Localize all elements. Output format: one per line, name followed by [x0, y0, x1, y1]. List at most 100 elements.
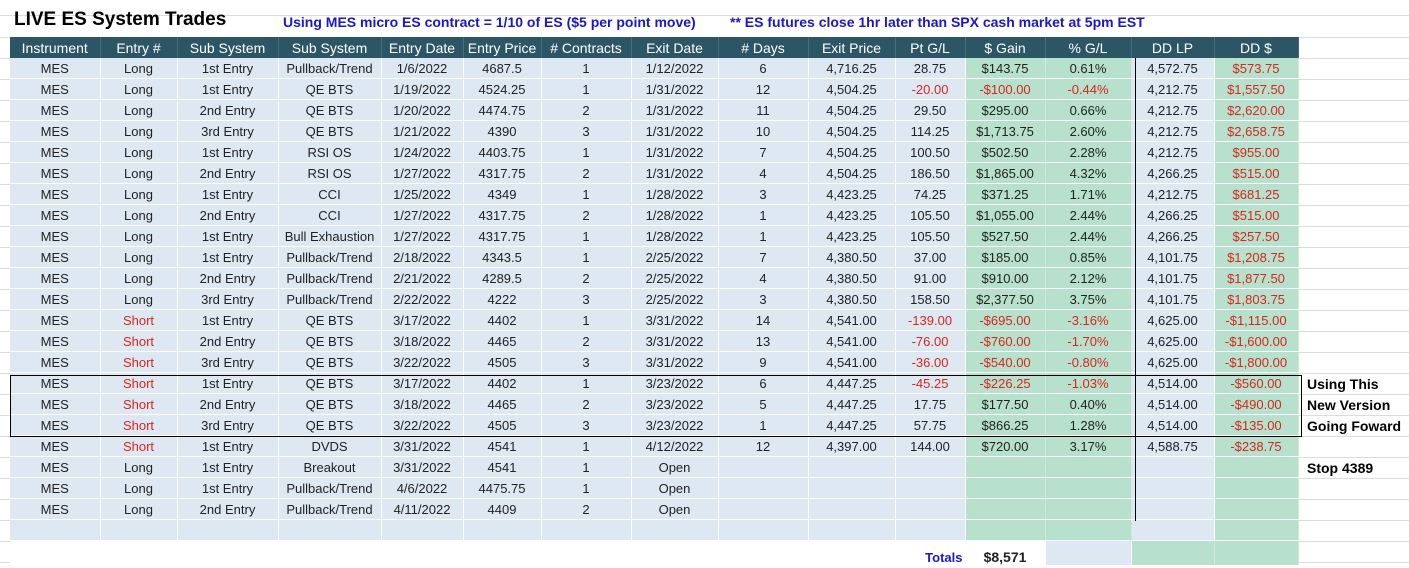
col-sub-system-entry-cell[interactable]: 2nd Entry [177, 162, 279, 184]
col-sub-system-entry-cell[interactable]: 1st Entry [177, 309, 279, 331]
col-days-cell[interactable]: 12 [718, 78, 809, 100]
col-gain-cell[interactable]: $1,713.75 [965, 120, 1046, 142]
col-pt-gl-cell[interactable]: -20.00 [895, 78, 966, 100]
col-contracts-cell[interactable]: 3 [541, 288, 632, 310]
col-instrument-cell[interactable]: MES [10, 372, 101, 394]
col-days-cell[interactable]: 14 [718, 309, 809, 331]
col-days-cell[interactable]: 6 [718, 58, 809, 79]
col-pct-gl-cell[interactable]: 2.60% [1045, 120, 1132, 142]
col-gain-cell[interactable] [965, 456, 1046, 478]
col-entry-number-cell[interactable] [100, 519, 178, 541]
col-pt-gl-cell[interactable]: 28.75 [895, 58, 966, 79]
col-dd-lp-cell[interactable]: 4,572.75 [1130, 58, 1215, 79]
col-gain-cell[interactable]: -$100.00 [965, 78, 1046, 100]
col-entry-price-cell[interactable]: 4505 [463, 351, 542, 373]
col-exit-price-cell[interactable]: 4,504.25 [808, 120, 896, 142]
col-exit-date-cell[interactable]: 1/28/2022 [631, 183, 719, 205]
totals-empty-cell[interactable] [541, 540, 632, 566]
col-contracts-cell[interactable]: 3 [541, 351, 632, 373]
col-pct-gl-cell[interactable]: 2.44% [1045, 204, 1132, 226]
col-days-cell[interactable]: 4 [718, 162, 809, 184]
col-exit-price-cell[interactable] [808, 477, 896, 499]
col-exit-date-cell[interactable]: 2/25/2022 [631, 288, 719, 310]
col-pt-gl-cell[interactable]: 74.25 [895, 183, 966, 205]
col-pct-gl-cell[interactable]: 3.75% [1045, 288, 1132, 310]
totals-empty-cell[interactable] [1045, 540, 1132, 566]
col-sub-system-entry-cell[interactable]: 1st Entry [177, 225, 279, 247]
col-entry-number-cell[interactable]: Short [100, 309, 178, 331]
col-entry-date-cell[interactable]: 1/20/2022 [381, 99, 464, 121]
col-instrument-cell[interactable]: MES [10, 99, 101, 121]
col-sub-system-cell[interactable]: CCI [278, 183, 382, 205]
col-entry-date-cell[interactable] [381, 519, 464, 541]
col-days-cell[interactable]: 9 [718, 351, 809, 373]
col-exit-date-cell[interactable]: 1/28/2022 [631, 225, 719, 247]
col-exit-price-cell[interactable]: 4,380.50 [808, 288, 896, 310]
col-sub-system-entry-cell[interactable]: 2nd Entry [177, 99, 279, 121]
col-days-cell[interactable]: 4 [718, 267, 809, 289]
col-days-cell[interactable] [718, 456, 809, 478]
col-dd-dollar-cell[interactable]: $2,658.75 [1214, 120, 1299, 142]
col-entry-price-cell[interactable]: 4402 [463, 372, 542, 394]
col-days-cell[interactable]: 3 [718, 183, 809, 205]
totals-empty-cell[interactable] [718, 540, 809, 566]
col-dd-lp-cell[interactable]: 4,212.75 [1130, 78, 1215, 100]
col-entry-date-cell[interactable]: 4/6/2022 [381, 477, 464, 499]
col-gain-cell[interactable]: $185.00 [965, 246, 1046, 268]
col-instrument-cell[interactable]: MES [10, 414, 101, 436]
col-exit-price-cell[interactable]: 4,504.25 [808, 141, 896, 163]
col-dd-dollar-cell[interactable]: $573.75 [1214, 58, 1299, 79]
col-instrument-cell[interactable]: MES [10, 78, 101, 100]
col-exit-date-header[interactable]: Exit Date [631, 37, 719, 58]
col-days-cell[interactable] [718, 498, 809, 520]
col-gain-cell[interactable]: $143.75 [965, 58, 1046, 79]
col-dd-lp-cell[interactable]: 4,101.75 [1130, 288, 1215, 310]
col-contracts-cell[interactable]: 1 [541, 372, 632, 394]
col-pt-gl-cell[interactable]: -76.00 [895, 330, 966, 352]
col-exit-price-cell[interactable]: 4,447.25 [808, 393, 896, 415]
col-exit-price-cell[interactable]: 4,504.25 [808, 78, 896, 100]
col-entry-date-cell[interactable]: 3/17/2022 [381, 309, 464, 331]
col-dd-dollar-cell[interactable]: $257.50 [1214, 225, 1299, 247]
col-gain-cell[interactable]: $1,055.00 [965, 204, 1046, 226]
col-exit-price-cell[interactable]: 4,504.25 [808, 162, 896, 184]
col-sub-system-entry-cell[interactable]: 1st Entry [177, 456, 279, 478]
col-sub-system-cell[interactable]: QE BTS [278, 99, 382, 121]
col-pct-gl-cell[interactable]: 1.71% [1045, 183, 1132, 205]
col-entry-date-header[interactable]: Entry Date [381, 37, 464, 58]
col-exit-price-cell[interactable]: 4,541.00 [808, 309, 896, 331]
col-entry-number-cell[interactable]: Long [100, 141, 178, 163]
col-dd-dollar-cell[interactable]: $1,877.50 [1214, 267, 1299, 289]
col-instrument-cell[interactable]: MES [10, 162, 101, 184]
col-dd-dollar-cell[interactable] [1214, 498, 1299, 520]
col-entry-number-cell[interactable]: Long [100, 120, 178, 142]
col-gain-cell[interactable]: -$760.00 [965, 330, 1046, 352]
col-contracts-cell[interactable]: 1 [541, 141, 632, 163]
col-days-cell[interactable]: 11 [718, 99, 809, 121]
col-sub-system-entry-cell[interactable]: 2nd Entry [177, 267, 279, 289]
col-dd-lp-cell[interactable]: 4,266.25 [1130, 162, 1215, 184]
col-pct-gl-cell[interactable]: -0.44% [1045, 78, 1132, 100]
col-dd-lp-cell[interactable]: 4,266.25 [1130, 225, 1215, 247]
col-days-cell[interactable]: 6 [718, 372, 809, 394]
col-pt-gl-cell[interactable]: 186.50 [895, 162, 966, 184]
col-contracts-cell[interactable]: 1 [541, 58, 632, 79]
col-exit-date-cell[interactable]: 3/23/2022 [631, 372, 719, 394]
col-dd-lp-cell[interactable]: 4,266.25 [1130, 204, 1215, 226]
col-entry-number-cell[interactable]: Long [100, 78, 178, 100]
col-pt-gl-cell[interactable]: 105.50 [895, 204, 966, 226]
col-entry-date-cell[interactable]: 2/21/2022 [381, 267, 464, 289]
col-sub-system-entry-cell[interactable]: 1st Entry [177, 477, 279, 499]
col-sub-system-entry-cell[interactable]: 2nd Entry [177, 393, 279, 415]
col-sub-system-cell[interactable]: Pullback/Trend [278, 288, 382, 310]
col-days-cell[interactable]: 10 [718, 120, 809, 142]
col-exit-price-cell[interactable] [808, 519, 896, 541]
col-entry-number-header[interactable]: Entry # [100, 37, 178, 58]
col-entry-price-cell[interactable]: 4317.75 [463, 162, 542, 184]
col-pt-gl-cell[interactable] [895, 456, 966, 478]
col-sub-system-entry-cell[interactable]: 1st Entry [177, 183, 279, 205]
col-pt-gl-header[interactable]: Pt G/L [895, 37, 966, 58]
col-gain-cell[interactable]: $910.00 [965, 267, 1046, 289]
col-pct-gl-cell[interactable] [1045, 498, 1132, 520]
col-exit-price-cell[interactable]: 4,380.50 [808, 246, 896, 268]
